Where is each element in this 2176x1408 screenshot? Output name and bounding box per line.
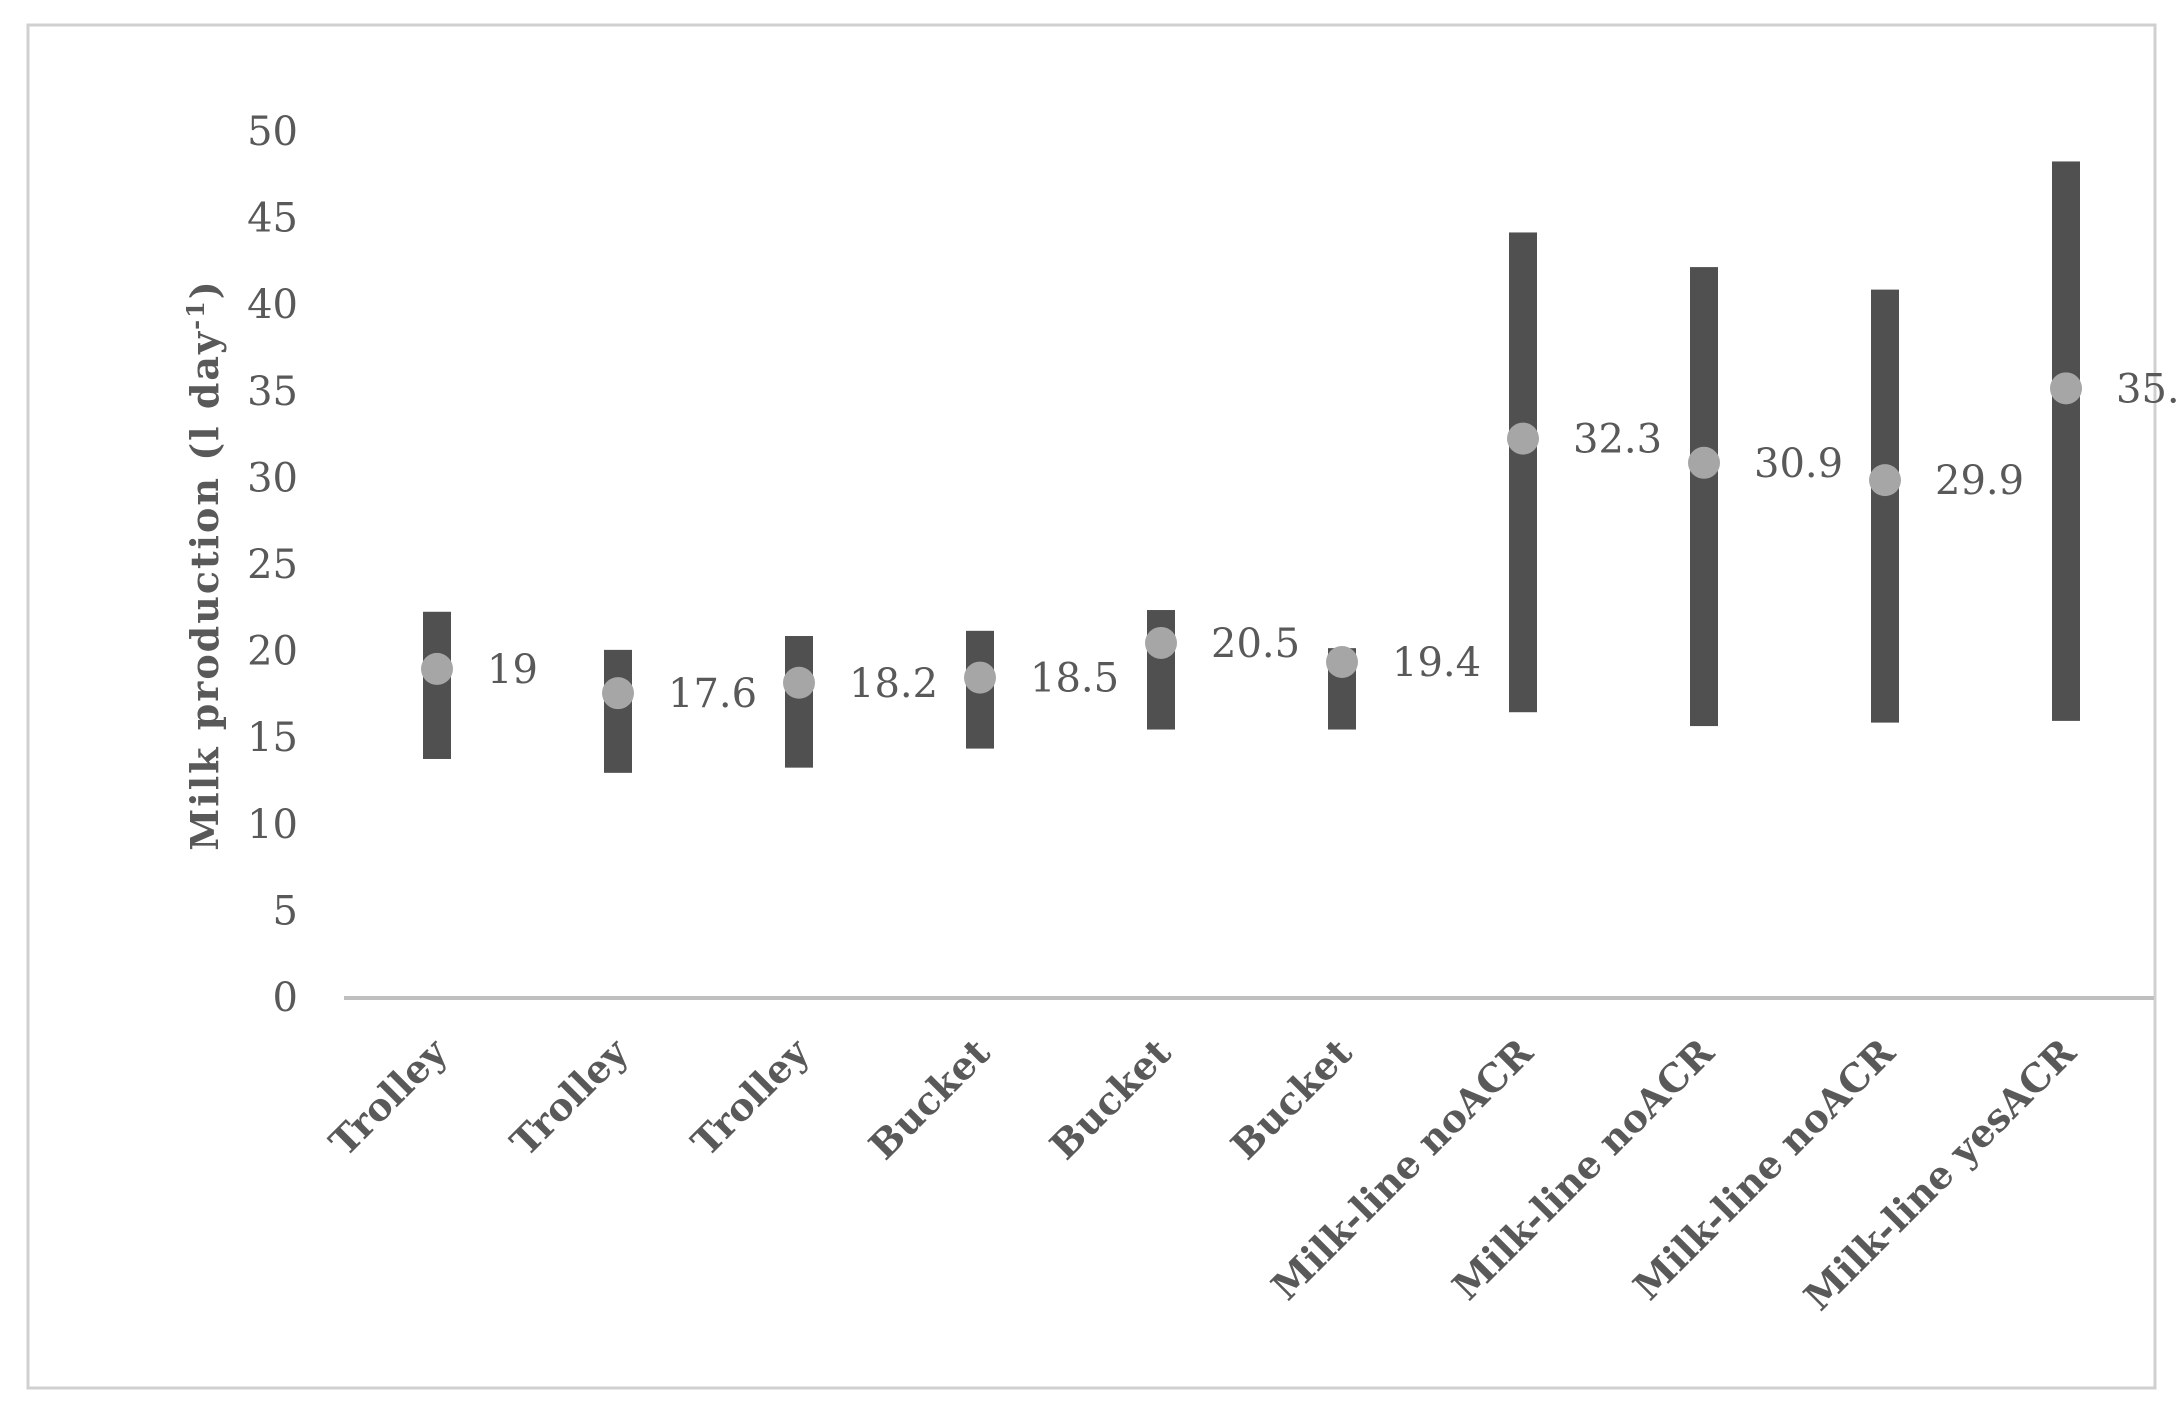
- y-tick-label: 0: [273, 975, 298, 1021]
- mean-marker: [964, 661, 996, 694]
- y-tick-label: 40: [247, 282, 298, 328]
- data-label: 29.9: [1935, 458, 2024, 504]
- data-label: 18.2: [849, 661, 938, 707]
- chart-frame: [26, 23, 2157, 1390]
- range-bar: [1509, 232, 1537, 713]
- mean-marker: [1326, 645, 1358, 678]
- y-axis-title: Milk production (l day-1): [181, 279, 227, 851]
- data-label: 17.6: [668, 671, 757, 717]
- data-label: 20.5: [1211, 621, 1300, 667]
- range-bar: [1690, 267, 1718, 727]
- data-label: 19: [487, 647, 538, 693]
- mean-marker: [1869, 464, 1901, 497]
- y-tick-label: 35: [247, 369, 298, 415]
- data-label: 19.4: [1392, 640, 1481, 686]
- y-tick-label: 20: [247, 629, 298, 675]
- mean-marker: [1145, 626, 1177, 659]
- mean-marker: [602, 677, 634, 710]
- data-label: 30.9: [1754, 441, 1843, 487]
- y-tick-label: 5: [273, 888, 298, 934]
- mean-marker: [2050, 372, 2082, 405]
- y-tick-label: 45: [247, 196, 298, 242]
- mean-marker: [1688, 446, 1720, 479]
- mean-marker: [1507, 422, 1539, 455]
- range-bar: [785, 636, 813, 768]
- data-label: 32.3: [1573, 417, 1662, 463]
- range-bar: [423, 611, 451, 759]
- y-tick-label: 50: [247, 109, 298, 155]
- mean-marker: [421, 652, 453, 685]
- range-bar: [604, 649, 632, 773]
- data-label: 35.2: [2116, 366, 2176, 412]
- range-bar: [2052, 161, 2080, 721]
- data-label: 18.5: [1030, 656, 1119, 702]
- y-tick-label: 15: [247, 715, 298, 761]
- range-bar: [1871, 289, 1899, 723]
- mean-marker: [783, 666, 815, 699]
- y-tick-label: 10: [247, 802, 298, 848]
- y-tick-label: 25: [247, 542, 298, 588]
- y-tick-label: 30: [247, 455, 298, 501]
